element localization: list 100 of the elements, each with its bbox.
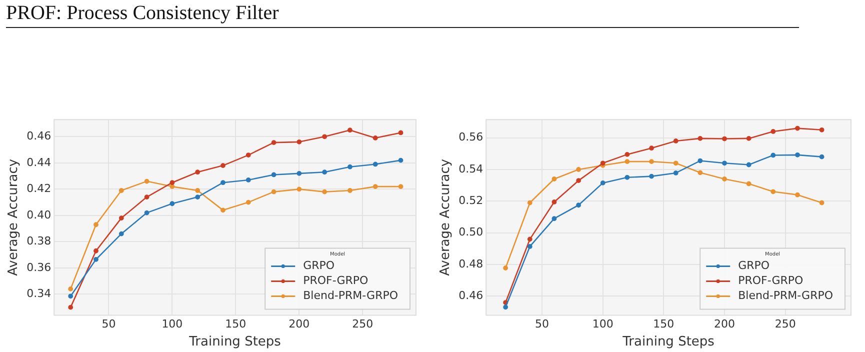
point — [698, 158, 703, 164]
x-tick-label: 100 — [592, 318, 614, 331]
point — [576, 178, 581, 184]
x-tick-label: 50 — [535, 318, 550, 331]
point — [220, 208, 226, 213]
point — [624, 159, 630, 164]
point — [94, 222, 98, 228]
y-tick-label: 0.40 — [26, 208, 52, 222]
point — [673, 138, 678, 144]
point — [770, 189, 776, 194]
point — [624, 152, 630, 157]
x-tick-label: 250 — [352, 318, 374, 331]
y-tick-label: 0.42 — [26, 182, 52, 196]
point — [527, 244, 532, 249]
y-tick-label: 0.36 — [26, 260, 52, 274]
y-tick-label: 0.46 — [458, 289, 484, 302]
point — [271, 172, 276, 178]
point — [746, 136, 752, 141]
y-tick-label: 0.52 — [458, 194, 484, 208]
point — [348, 188, 352, 193]
point — [118, 188, 124, 193]
point — [746, 162, 752, 168]
x-tick-label: 200 — [714, 318, 735, 331]
point — [296, 139, 302, 144]
point — [195, 188, 200, 193]
point — [144, 194, 150, 200]
point — [398, 184, 404, 189]
point — [722, 160, 727, 166]
x-tick-label: 150 — [653, 318, 674, 331]
point — [271, 189, 276, 194]
point — [819, 200, 824, 206]
point — [552, 176, 557, 182]
point — [795, 152, 800, 158]
point — [576, 202, 581, 208]
legend-label: GRPO — [303, 259, 335, 272]
legend-label: Blend-PRM-GRPO — [303, 289, 398, 302]
x-tick-label: 50 — [102, 318, 116, 331]
x-axis-title: Training Steps — [188, 334, 282, 350]
point — [195, 194, 200, 200]
legend-label: PROF-GRPO — [303, 274, 369, 288]
y-tick-label: 0.56 — [458, 130, 484, 144]
point — [673, 170, 678, 176]
point — [698, 136, 703, 141]
y-axis-title: Average Accuracy — [438, 158, 454, 276]
point — [649, 159, 654, 164]
point — [552, 216, 557, 222]
point — [94, 248, 98, 254]
point — [398, 130, 404, 136]
point — [722, 136, 727, 142]
point — [246, 178, 251, 182]
point — [170, 180, 175, 186]
point — [819, 154, 824, 160]
point — [296, 170, 302, 176]
point — [649, 174, 654, 179]
point — [144, 210, 150, 216]
point — [698, 170, 703, 176]
y-tick-label: 0.54 — [458, 162, 484, 176]
point — [246, 200, 251, 205]
point — [322, 170, 328, 175]
y-tick-label: 0.48 — [458, 257, 484, 270]
point — [722, 176, 727, 182]
point — [673, 160, 678, 166]
y-axis-title: Average Accuracy — [6, 158, 22, 276]
point — [795, 126, 800, 131]
point — [322, 189, 328, 194]
point — [246, 152, 251, 158]
point — [819, 127, 824, 132]
point — [795, 192, 800, 198]
legend-label: GRPO — [738, 259, 770, 272]
point — [118, 216, 124, 221]
point — [296, 186, 302, 192]
point — [220, 180, 226, 186]
text: PROF: Process Consistency Filter — [6, 2, 799, 28]
point — [271, 140, 276, 146]
point — [649, 146, 654, 151]
x-tick-label: 200 — [288, 318, 310, 331]
point — [770, 152, 776, 158]
y-tick-label: 0.34 — [26, 287, 52, 300]
point — [68, 294, 74, 299]
point — [527, 236, 532, 242]
point — [527, 200, 532, 206]
point — [576, 167, 581, 172]
point — [195, 170, 200, 175]
point — [170, 184, 175, 189]
point — [372, 184, 378, 189]
point — [144, 178, 150, 184]
point — [746, 181, 752, 186]
point — [503, 266, 508, 270]
point — [94, 256, 98, 262]
point — [68, 286, 74, 292]
y-tick-label: 0.50 — [458, 226, 484, 239]
point — [600, 180, 606, 186]
point — [68, 304, 74, 310]
point — [348, 164, 352, 170]
y-tick-label: 0.46 — [26, 130, 52, 143]
x-tick-label: 250 — [774, 318, 796, 331]
x-axis-title: Training Steps — [622, 334, 715, 350]
point — [503, 304, 508, 310]
point — [220, 163, 226, 168]
y-tick-label: 0.38 — [26, 234, 52, 248]
